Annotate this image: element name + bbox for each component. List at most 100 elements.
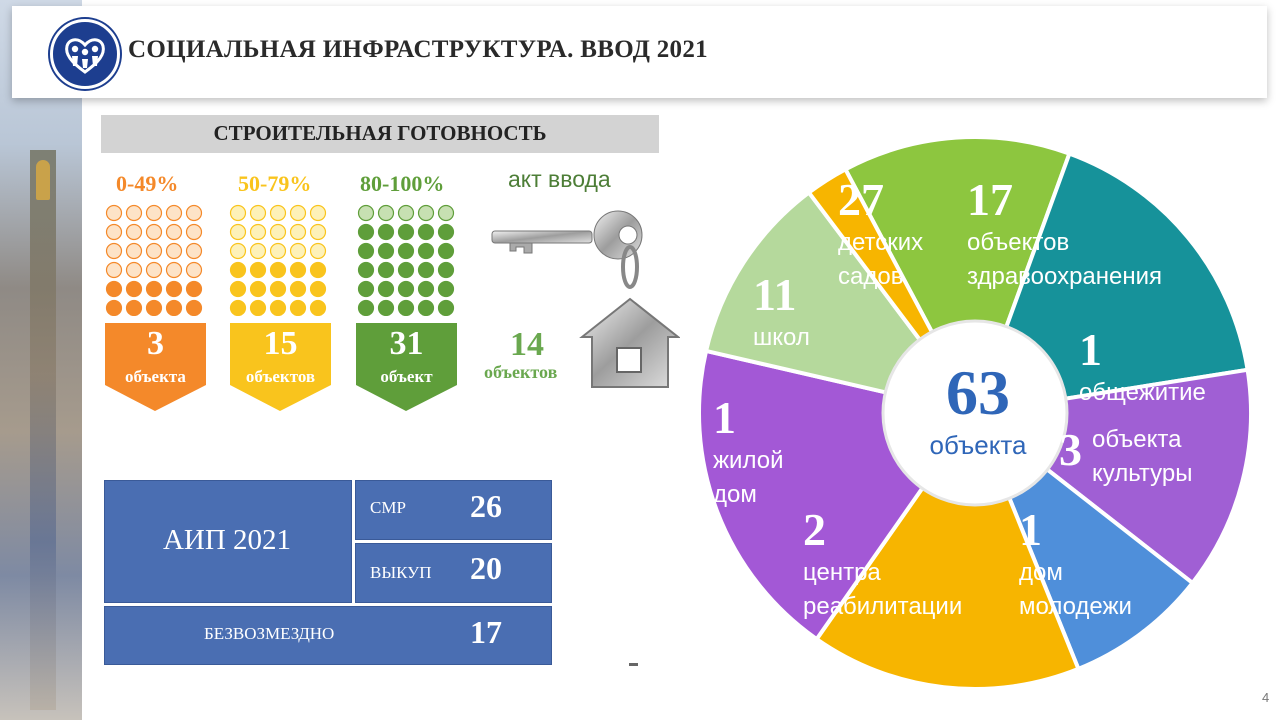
- readiness-dot: [125, 223, 143, 241]
- readiness-dot: [269, 261, 287, 279]
- count-value-high: 31: [389, 325, 424, 362]
- count-arrow-high: 31 объект: [356, 323, 457, 411]
- readiness-dot: [269, 242, 287, 260]
- readiness-dot: [229, 280, 247, 298]
- count-unit-high: объект: [380, 367, 433, 386]
- readiness-dot: [125, 280, 143, 298]
- pie-slice-text: объекта: [1092, 426, 1182, 453]
- readiness-dot: [125, 242, 143, 260]
- count-value-mid: 15: [263, 325, 298, 362]
- count-arrow-low: 3 объекта: [105, 323, 206, 411]
- act-unit: объектов: [484, 362, 558, 382]
- readiness-dot: [377, 261, 395, 279]
- readiness-dot: [269, 280, 287, 298]
- readiness-dot: [269, 223, 287, 241]
- readiness-dot: [229, 261, 247, 279]
- readiness-dot: [417, 242, 435, 260]
- readiness-dot: [309, 204, 327, 222]
- readiness-dot: [249, 242, 267, 260]
- readiness-dot: [185, 261, 203, 279]
- readiness-dot: [105, 242, 123, 260]
- readiness-dot: [249, 204, 267, 222]
- pie-slice-text: реабилитации: [803, 593, 963, 620]
- aip-row-label: СМР: [370, 498, 406, 517]
- dome-silhouette: [36, 160, 50, 200]
- pie-slice-value: 11: [753, 269, 797, 320]
- tower-silhouette: [30, 150, 56, 710]
- house-key-icon: [490, 205, 681, 400]
- readiness-dot: [437, 223, 455, 241]
- aip-row-free: [104, 606, 552, 665]
- readiness-dot: [397, 261, 415, 279]
- readiness-dot: [377, 280, 395, 298]
- readiness-dot: [145, 242, 163, 260]
- readiness-dot: [437, 242, 455, 260]
- readiness-title: СТРОИТЕЛЬНАЯ ГОТОВНОСТЬ: [213, 121, 547, 145]
- aip-row-buyout: [355, 543, 552, 603]
- readiness-dot: [377, 242, 395, 260]
- objects-pie-chart: [683, 133, 1267, 698]
- readiness-dot: [105, 261, 123, 279]
- pie-slice-value: 2: [803, 504, 826, 555]
- dot-grid-low: [104, 204, 204, 321]
- readiness-dot: [437, 280, 455, 298]
- pie-slice-text: дом: [1019, 559, 1063, 586]
- readiness-dot: [145, 299, 163, 317]
- readiness-dot: [145, 261, 163, 279]
- pie-total-unit: объекта: [929, 430, 1027, 460]
- pie-slice-text: здравоохранения: [967, 263, 1163, 290]
- readiness-dot: [269, 299, 287, 317]
- pie-slice-text: общежитие: [1079, 379, 1206, 406]
- readiness-dot: [165, 299, 183, 317]
- readiness-dot: [105, 223, 123, 241]
- aip-row-label: ВЫКУП: [370, 563, 432, 582]
- readiness-dot: [377, 299, 395, 317]
- readiness-dot: [229, 204, 247, 222]
- act-count: 14: [510, 326, 544, 363]
- pie-slice-text: детских: [838, 229, 924, 256]
- pie-slice: [971, 151, 1250, 416]
- pie-slice-value: 3: [1059, 424, 1082, 475]
- readiness-dot: [289, 299, 307, 317]
- readiness-dot: [165, 204, 183, 222]
- pie-slice-label: 27 детских садов: [838, 173, 923, 294]
- readiness-dot: [417, 204, 435, 222]
- pie-slice-label: 11 школ: [753, 268, 810, 355]
- readiness-dot: [165, 280, 183, 298]
- pie-slice-text: центра: [803, 559, 881, 586]
- count-unit-low: объекта: [125, 367, 186, 386]
- page-title: СОЦИАЛЬНАЯ ИНФРАСТРУКТУРА. ВВОД 2021: [128, 36, 708, 63]
- readiness-dot: [437, 261, 455, 279]
- range-label-high: 80-100%: [360, 171, 445, 196]
- readiness-dot: [289, 261, 307, 279]
- readiness-dot: [249, 299, 267, 317]
- pie-slice-label: 1 общежитие: [1079, 323, 1206, 410]
- readiness-dot: [417, 261, 435, 279]
- readiness-dot: [145, 204, 163, 222]
- act-label: акт ввода: [508, 166, 611, 192]
- readiness-dot: [105, 280, 123, 298]
- readiness-dot: [249, 261, 267, 279]
- divider-mark: [629, 663, 638, 666]
- pie-slice-text: школ: [753, 324, 810, 351]
- pie-slice-text: объектов: [967, 229, 1070, 256]
- readiness-dot: [125, 261, 143, 279]
- readiness-dot: [229, 223, 247, 241]
- pie-slice-label: 2 центра реабилитации: [803, 503, 962, 624]
- readiness-dot: [397, 242, 415, 260]
- pie-slice-value: 1: [713, 392, 736, 443]
- readiness-dot: [357, 299, 375, 317]
- aip-row-label: БЕЗВОЗМЕЗДНО: [204, 624, 335, 643]
- pie-slice-text: дом: [713, 481, 757, 508]
- aip-row-smr: [355, 480, 552, 540]
- pie-slice-text: жилой: [713, 447, 784, 474]
- count-arrow-mid: 15 объектов: [230, 323, 331, 411]
- readiness-dot: [397, 299, 415, 317]
- family-heart-icon: [50, 19, 120, 89]
- readiness-dot: [309, 223, 327, 241]
- pie-slice-value: 27: [838, 174, 884, 225]
- count-value-low: 3: [147, 325, 164, 362]
- readiness-dot: [377, 223, 395, 241]
- dot-grid-mid: [228, 204, 328, 321]
- pie-total-value: 63: [946, 357, 1010, 428]
